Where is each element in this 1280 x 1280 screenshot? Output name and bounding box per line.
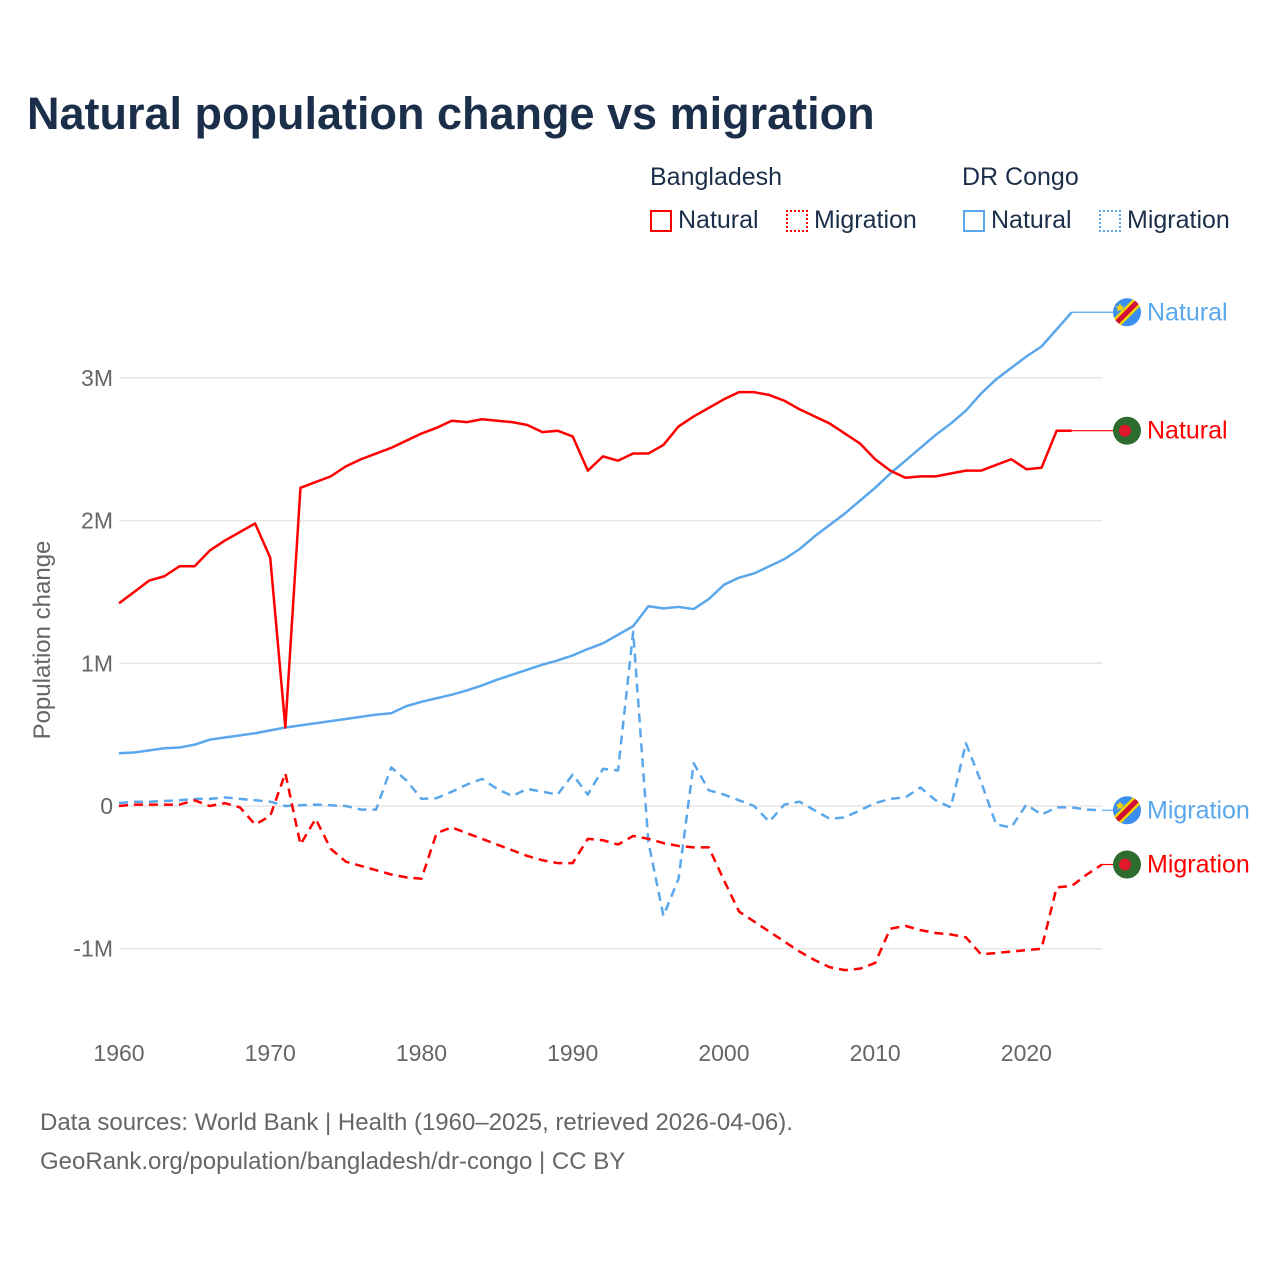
legend-swatch-dotted <box>786 209 808 232</box>
legend-bd-natural[interactable]: Natural <box>650 206 759 235</box>
series-end-label: Natural <box>1147 417 1228 445</box>
x-tick-label: 1990 <box>547 1040 598 1066</box>
series-line-bangladesh-natural <box>118 390 1072 729</box>
flag-stripe-red <box>1113 298 1141 327</box>
legend-label: Natural <box>991 206 1072 234</box>
legend-swatch-solid <box>650 209 672 232</box>
flag-star <box>1115 801 1125 810</box>
footer-link[interactable]: GeoRank.org/population/bangladesh/dr-con… <box>40 1148 626 1175</box>
flag-stripe-red <box>1113 796 1141 825</box>
chart-title: Natural population change vs migration <box>27 88 875 139</box>
y-tick-label: 2M <box>81 508 113 534</box>
legend-drc-migration[interactable]: Migration <box>1099 206 1230 235</box>
series-line-dr-congo-natural <box>118 311 1073 755</box>
flag-disc <box>1119 858 1131 871</box>
drcongo-flag-icon <box>1113 298 1141 327</box>
series-end-label: Natural <box>1147 298 1228 326</box>
drcongo-flag-icon <box>1113 796 1141 825</box>
bangladesh-flag-icon <box>1113 850 1141 879</box>
bangladesh-flag-icon <box>1113 416 1141 445</box>
x-tick-label: 2010 <box>850 1040 901 1066</box>
y-tick-label: 3M <box>81 365 113 391</box>
x-tick-label: 1960 <box>93 1040 144 1066</box>
flag-star <box>1115 303 1125 312</box>
x-tick-label: 1970 <box>245 1040 296 1066</box>
y-tick-label: 1M <box>81 650 113 676</box>
legend-label: Migration <box>814 206 917 234</box>
y-tick-label: -1M <box>73 936 113 962</box>
legend-group-bangladesh: Bangladesh <box>650 163 783 191</box>
series-line-dr-congo-migration <box>118 630 1103 918</box>
legend-label: Natural <box>678 206 759 234</box>
flag-disc <box>1119 424 1131 437</box>
legend-label: Migration <box>1127 206 1230 234</box>
legend-drc-natural[interactable]: Natural <box>963 206 1072 235</box>
x-tick-label: 2000 <box>698 1040 749 1066</box>
legend-swatch-solid <box>963 209 985 232</box>
x-tick-label: 2020 <box>1001 1040 1052 1066</box>
x-tick-label: 1980 <box>396 1040 447 1066</box>
legend-bd-migration[interactable]: Migration <box>786 206 917 235</box>
series-end-label: Migration <box>1147 796 1250 824</box>
y-tick-label: 0 <box>100 793 113 819</box>
y-axis-label: Population change <box>29 541 56 740</box>
series-end-label: Migration <box>1147 851 1250 879</box>
footer-source: Data sources: World Bank | Health (1960–… <box>40 1109 793 1136</box>
legend-swatch-dotted <box>1099 209 1121 232</box>
legend-group-drcongo: DR Congo <box>962 163 1079 191</box>
series-line-bangladesh-migration <box>118 771 1103 972</box>
